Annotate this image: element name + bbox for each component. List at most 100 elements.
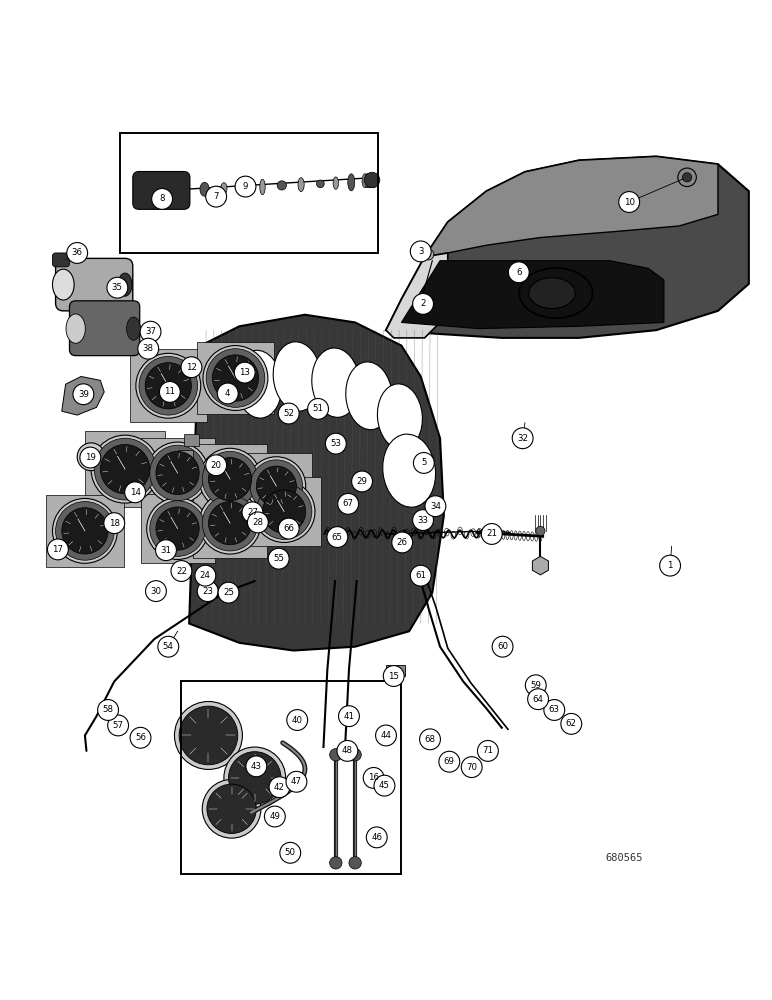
Text: 52: 52 — [283, 409, 294, 418]
Circle shape — [268, 548, 289, 569]
Text: 31: 31 — [161, 546, 171, 555]
Bar — [120, 133, 378, 253]
Circle shape — [137, 338, 159, 359]
Circle shape — [156, 451, 199, 495]
Circle shape — [391, 532, 412, 553]
Circle shape — [103, 513, 124, 534]
Circle shape — [337, 493, 358, 514]
Text: 70: 70 — [466, 763, 477, 772]
Text: 37: 37 — [145, 327, 156, 336]
Text: 1: 1 — [667, 561, 673, 570]
Circle shape — [481, 524, 502, 544]
Circle shape — [678, 168, 696, 187]
Circle shape — [77, 443, 105, 471]
Circle shape — [107, 715, 128, 736]
Text: 34: 34 — [430, 502, 441, 511]
Text: 10: 10 — [624, 198, 635, 207]
Circle shape — [618, 192, 639, 212]
Circle shape — [66, 243, 87, 263]
Circle shape — [307, 398, 328, 419]
Circle shape — [543, 700, 564, 720]
Circle shape — [327, 527, 347, 547]
Circle shape — [492, 636, 513, 657]
Text: 63: 63 — [549, 705, 560, 714]
Ellipse shape — [371, 174, 375, 188]
Text: 29: 29 — [357, 477, 367, 486]
Text: 2: 2 — [420, 299, 426, 308]
Text: 65: 65 — [332, 533, 343, 542]
Text: 69: 69 — [444, 757, 455, 766]
Circle shape — [256, 466, 296, 506]
Text: 26: 26 — [397, 538, 408, 547]
Text: 50: 50 — [285, 848, 296, 857]
Circle shape — [560, 713, 581, 734]
Bar — [247, 477, 321, 546]
Text: 20: 20 — [211, 461, 222, 470]
Circle shape — [425, 496, 445, 517]
Text: 66: 66 — [283, 524, 294, 533]
Circle shape — [269, 777, 290, 798]
Text: 33: 33 — [418, 516, 428, 525]
Circle shape — [218, 582, 239, 603]
Circle shape — [150, 445, 205, 501]
Bar — [141, 494, 215, 563]
Circle shape — [139, 356, 198, 415]
Circle shape — [80, 447, 100, 468]
Text: 47: 47 — [291, 777, 302, 786]
Ellipse shape — [259, 179, 266, 195]
Ellipse shape — [127, 317, 141, 340]
Bar — [141, 438, 215, 508]
Text: 45: 45 — [379, 781, 390, 790]
Circle shape — [286, 710, 307, 730]
Circle shape — [218, 383, 238, 404]
FancyBboxPatch shape — [69, 301, 140, 356]
Circle shape — [418, 302, 429, 312]
Ellipse shape — [365, 174, 370, 188]
Ellipse shape — [346, 362, 392, 430]
Text: 17: 17 — [52, 545, 63, 554]
Text: 30: 30 — [151, 587, 161, 596]
Circle shape — [338, 706, 360, 727]
Circle shape — [206, 349, 265, 407]
Circle shape — [412, 510, 434, 530]
Circle shape — [147, 442, 208, 504]
Text: 22: 22 — [176, 567, 187, 576]
Circle shape — [147, 498, 208, 559]
Text: 56: 56 — [135, 733, 146, 742]
Circle shape — [107, 277, 127, 298]
Circle shape — [247, 512, 269, 533]
Circle shape — [203, 346, 268, 410]
Text: 46: 46 — [371, 833, 382, 842]
Circle shape — [264, 806, 285, 827]
Circle shape — [278, 403, 300, 424]
Circle shape — [174, 701, 242, 769]
Text: 41: 41 — [344, 712, 354, 721]
Text: 25: 25 — [223, 588, 234, 597]
Polygon shape — [62, 376, 104, 415]
Ellipse shape — [235, 350, 282, 418]
Circle shape — [525, 675, 547, 696]
Circle shape — [337, 740, 358, 761]
Circle shape — [411, 565, 431, 586]
Circle shape — [383, 666, 405, 686]
Ellipse shape — [369, 174, 374, 188]
Text: 61: 61 — [415, 571, 426, 580]
Circle shape — [179, 706, 238, 765]
Ellipse shape — [273, 342, 321, 411]
Circle shape — [83, 449, 99, 464]
Text: 49: 49 — [269, 812, 280, 821]
Text: 35: 35 — [112, 283, 123, 292]
Text: 40: 40 — [292, 716, 303, 725]
Ellipse shape — [366, 174, 371, 188]
Bar — [386, 665, 405, 676]
Circle shape — [171, 561, 191, 581]
Text: 57: 57 — [113, 721, 124, 730]
Circle shape — [461, 757, 482, 778]
Text: 59: 59 — [530, 681, 541, 690]
Circle shape — [207, 784, 256, 834]
Circle shape — [62, 508, 108, 554]
Text: 36: 36 — [72, 248, 83, 257]
Text: 62: 62 — [566, 719, 577, 728]
Ellipse shape — [312, 348, 360, 417]
Text: 11: 11 — [164, 387, 175, 396]
